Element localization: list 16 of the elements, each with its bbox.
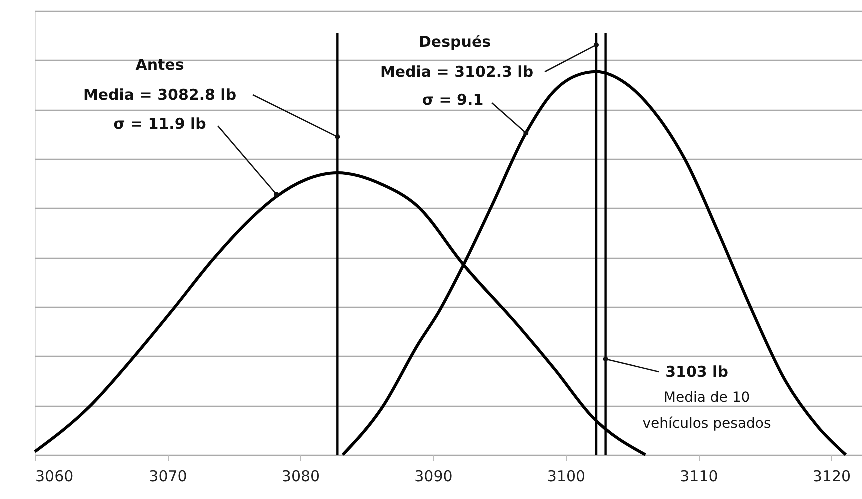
x-tick-label: 3110 (680, 468, 718, 486)
annotation: σ = 11.9 lb (114, 115, 207, 133)
annotation: Media de 10 (664, 390, 750, 406)
x-tick-label: 3080 (282, 468, 320, 486)
text: Después (418, 33, 492, 51)
annotation: σ = 9.1 (422, 91, 484, 109)
annotation: Antes (136, 56, 184, 74)
x-tick-label: 3070 (149, 468, 188, 486)
annotation: Media = 3102.3 lb (380, 63, 534, 81)
annotation: 3103 lb (666, 363, 729, 381)
annotation: Media = 3082.8 lb (83, 86, 237, 104)
x-tick-label: 3090 (414, 468, 453, 486)
x-tick-label: 3060 (36, 468, 74, 486)
x-tick-label: 3100 (547, 468, 586, 486)
annotation: vehículos pesados (642, 416, 772, 432)
x-tick-label: 3120 (812, 468, 852, 486)
